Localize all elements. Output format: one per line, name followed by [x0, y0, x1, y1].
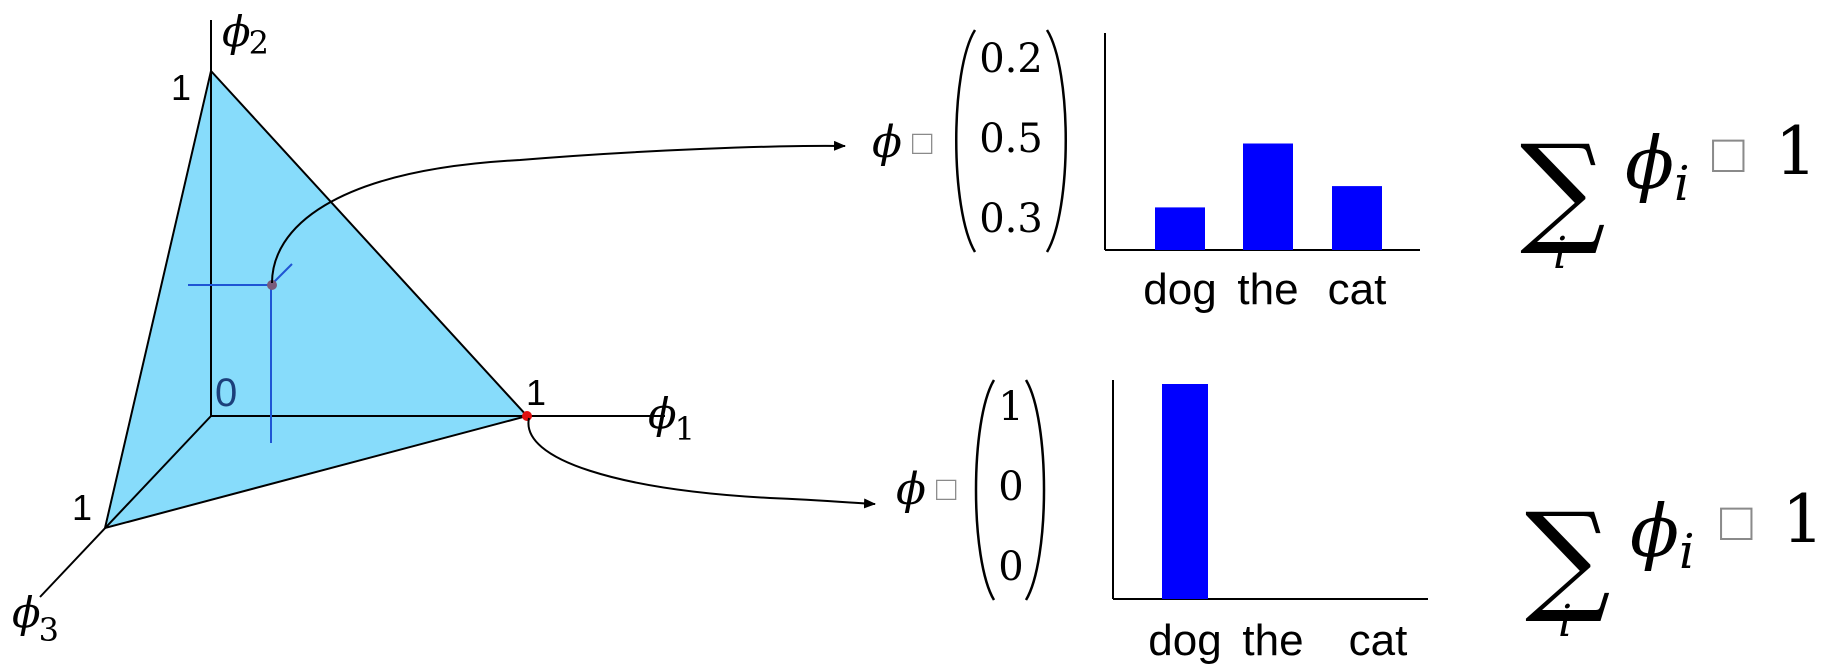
bottom-vector-right-paren	[1024, 379, 1046, 601]
top-example: ϕ □ 0.2 0.5 0.3 dog the cat ∑ i ϕi □ 1	[872, 29, 1817, 314]
bottom-example: ϕ □ 1 0 0 dog the cat ∑ i ϕi □ 1	[896, 379, 1824, 665]
arrow-to-top-example	[271, 140, 846, 284]
bottom-bar-chart: dog the cat	[1112, 380, 1428, 665]
tick-label-dog: dog	[1143, 265, 1216, 314]
bottom-phi-symbol: ϕ	[896, 464, 926, 515]
bottom-sum-term: ϕi	[1630, 489, 1694, 580]
bar-the	[1243, 143, 1293, 250]
tick-label-dog: dog	[1148, 616, 1221, 665]
top-sum-equals-glyph: □	[1712, 124, 1745, 184]
bottom-sum-index: i	[1558, 596, 1572, 647]
top-sum-term: ϕi	[1625, 121, 1689, 212]
top-equals-glyph: □	[912, 124, 933, 162]
top-vector-entry-2: 0.5	[979, 116, 1043, 162]
label-one-phi1: 1	[526, 372, 546, 413]
axis-phi2-label: ϕ2	[222, 7, 269, 62]
bottom-sum-value: 1	[1782, 481, 1824, 558]
tick-label-cat: cat	[1349, 616, 1408, 665]
bottom-equals-glyph: □	[936, 470, 957, 508]
bottom-vector-entry-2: 0	[998, 464, 1023, 510]
arrow-to-bottom-example	[527, 417, 876, 509]
top-sum-value: 1	[1775, 113, 1817, 190]
top-sum-symbol: ∑	[1520, 120, 1606, 259]
top-vector-left-paren	[955, 29, 977, 253]
simplex-face	[105, 71, 527, 528]
bottom-sum-equals-glyph: □	[1720, 492, 1753, 552]
top-bar-chart: dog the cat	[1104, 33, 1420, 314]
bottom-sum-symbol: ∑	[1525, 488, 1611, 627]
label-origin: 0	[215, 371, 237, 415]
axis-phi3	[39, 415, 212, 598]
sample-point	[267, 280, 277, 290]
bar-dog	[1155, 207, 1205, 250]
bar-dog	[1162, 384, 1208, 599]
axis-phi1-label: ϕ1	[648, 389, 695, 448]
simplex: 1 0 1 1 ϕ2 ϕ1 ϕ3	[12, 7, 695, 649]
top-vector-entry-1: 0.2	[979, 36, 1043, 82]
top-vector-right-paren	[1045, 29, 1067, 253]
tick-label-cat: cat	[1328, 265, 1387, 314]
label-one-phi3: 1	[72, 487, 92, 528]
axis-phi3-label: ϕ3	[12, 588, 59, 649]
tick-label-the: the	[1237, 265, 1298, 314]
top-phi-symbol: ϕ	[872, 117, 902, 168]
label-one-phi2: 1	[171, 67, 191, 108]
tick-label-the: the	[1242, 616, 1303, 665]
top-sum-index: i	[1553, 228, 1567, 279]
bar-cat	[1332, 186, 1382, 250]
bottom-vector-left-paren	[974, 379, 996, 601]
simplex-edges	[103, 70, 529, 530]
bottom-vector-entry-1: 1	[998, 384, 1023, 430]
bottom-vector-entry-3: 0	[998, 544, 1023, 590]
top-vector-entry-3: 0.3	[979, 196, 1043, 242]
